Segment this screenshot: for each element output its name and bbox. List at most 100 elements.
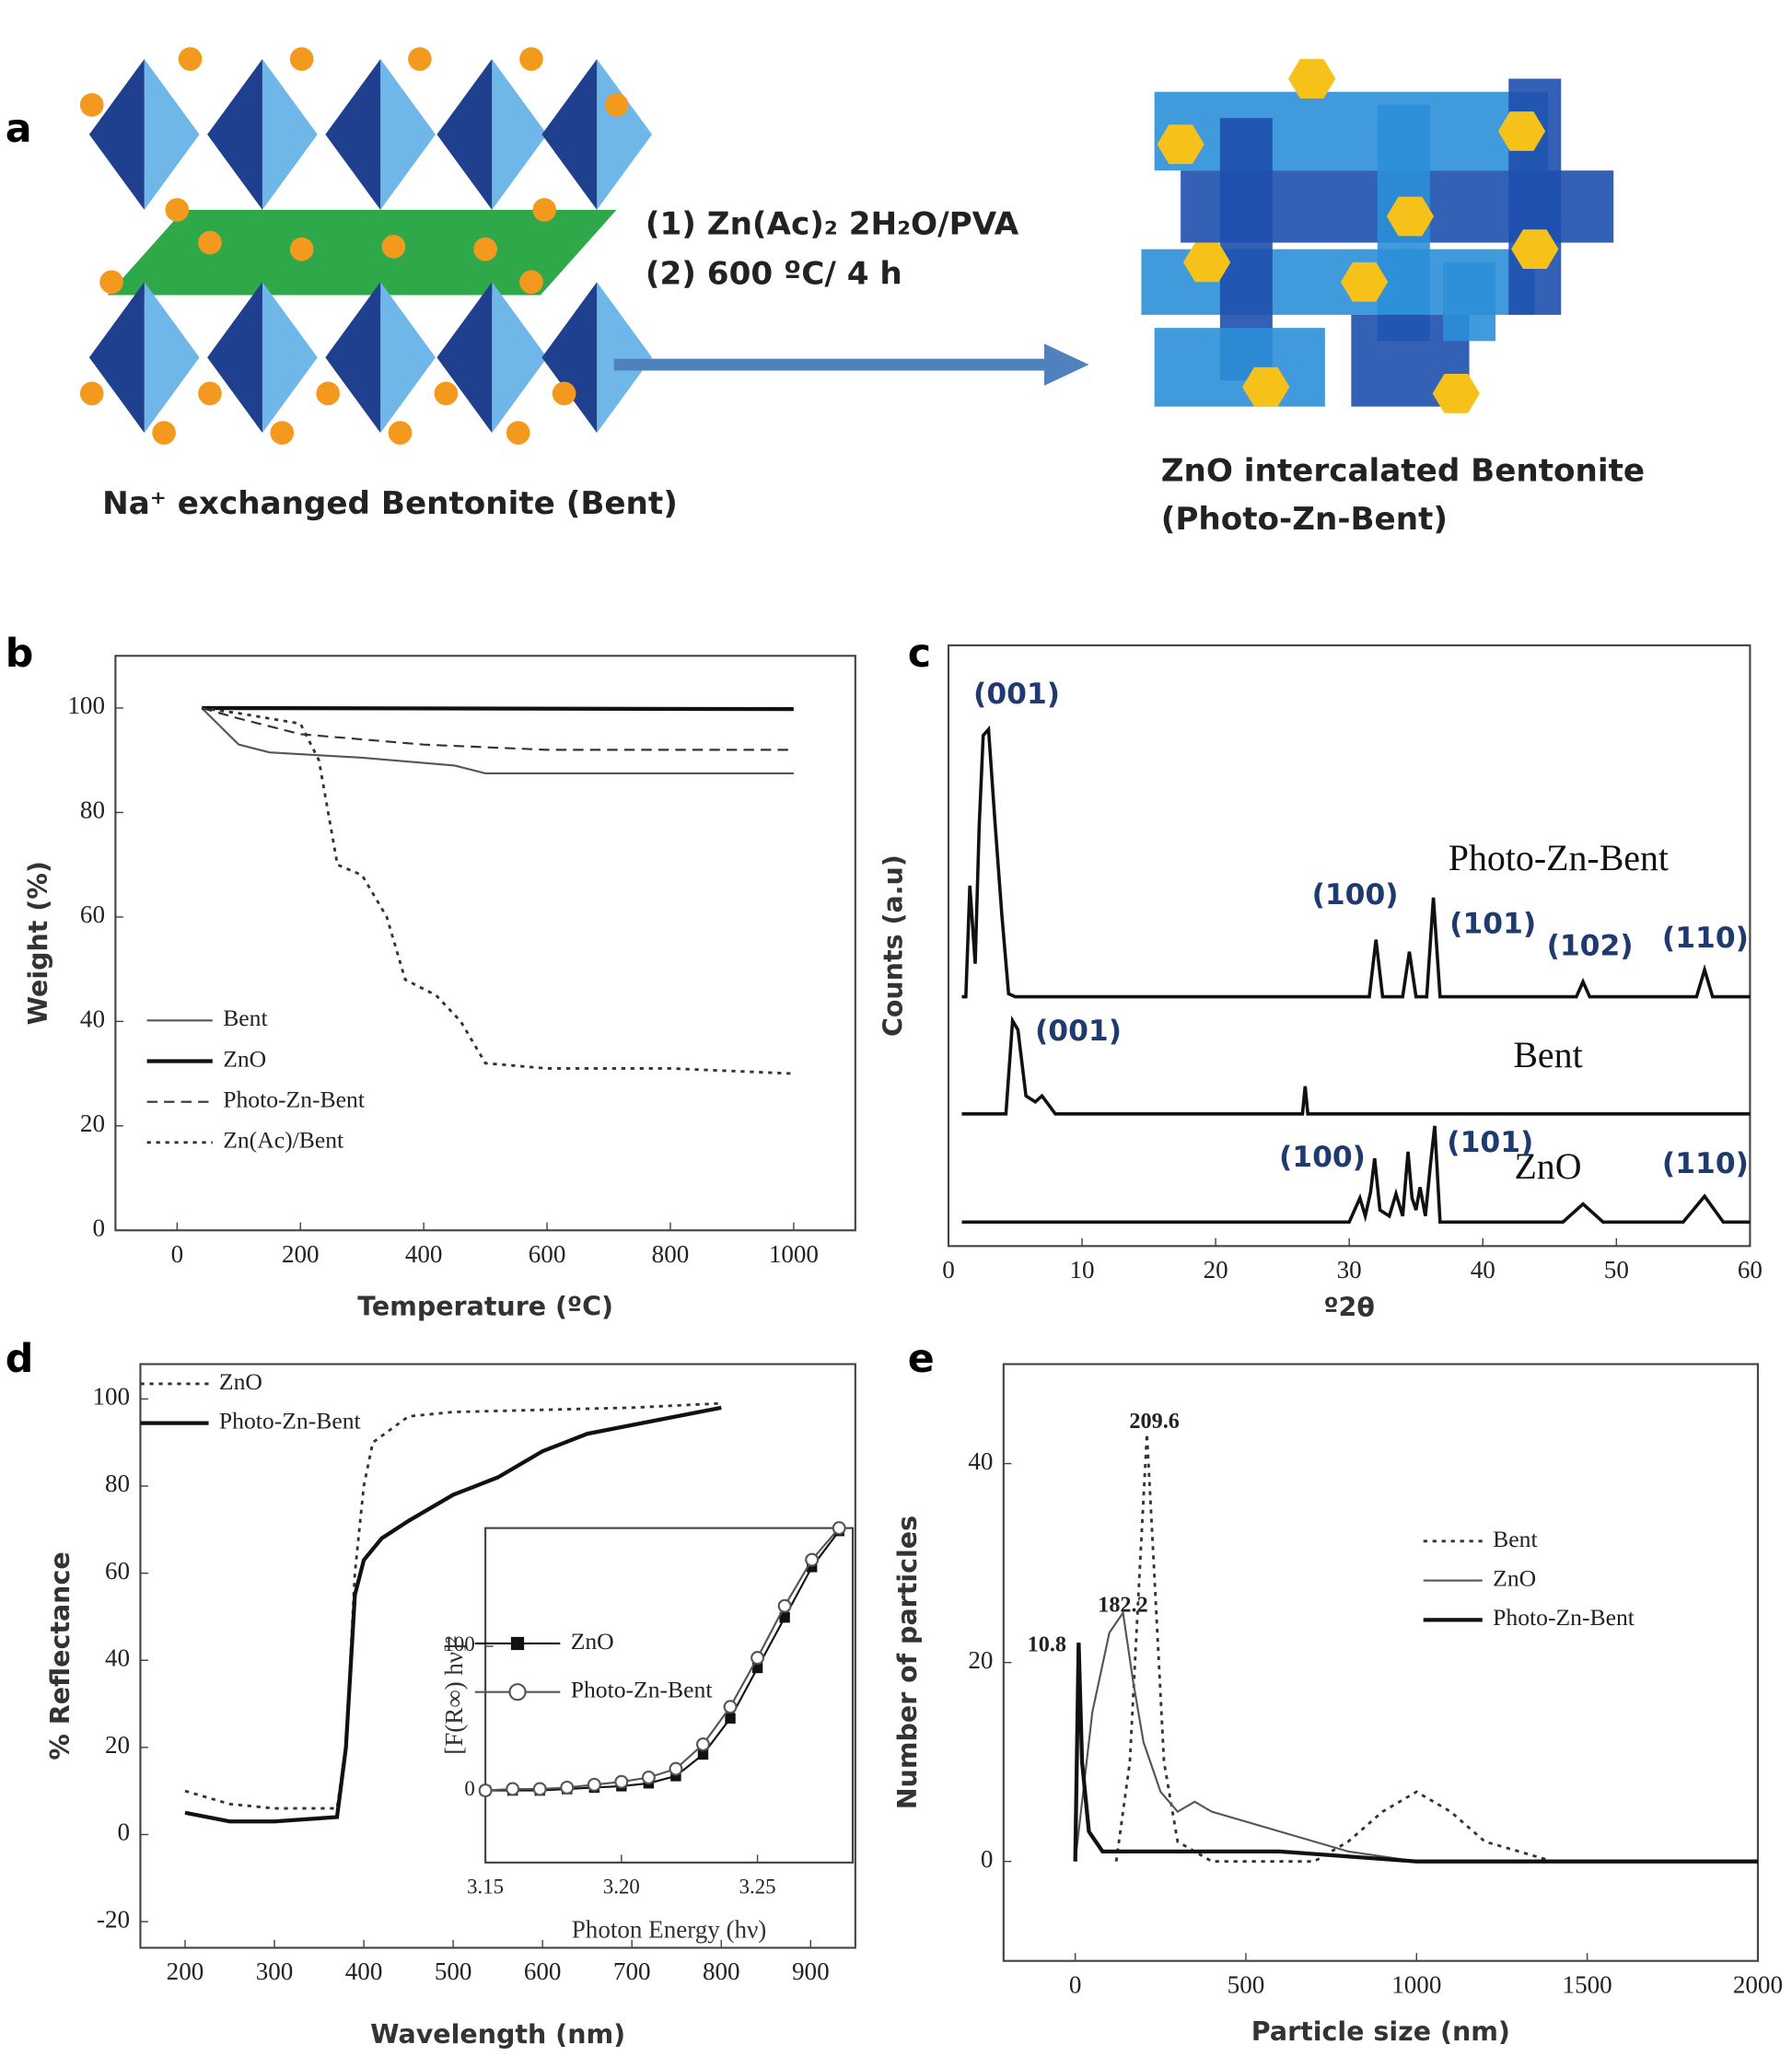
marker	[641, 1771, 656, 1784]
x-tick-label: 10	[1070, 1256, 1095, 1284]
series-line	[201, 706, 794, 751]
tetrahedron	[436, 59, 493, 210]
atom	[473, 237, 497, 261]
series-line	[201, 707, 794, 774]
atom	[388, 421, 413, 445]
panel-label: e	[908, 1336, 935, 1382]
x-tick-label: 3.25	[739, 1876, 776, 1899]
marker	[805, 1552, 820, 1567]
x-tick-label: 200	[167, 1957, 204, 1985]
step-text: (1) Zn(Ac)₂ 2H₂O/PVA	[646, 206, 1019, 243]
zno-crystal	[1340, 261, 1389, 302]
atom	[165, 198, 190, 222]
atom	[408, 47, 432, 71]
annotation: (110)	[1662, 922, 1749, 955]
x-tick-label: 600	[529, 1240, 566, 1268]
x-tick-label: 0	[1069, 1970, 1082, 1998]
annotation: (100)	[1312, 878, 1399, 912]
x-tick-label: 900	[792, 1957, 830, 1985]
zno-crystal	[1242, 366, 1290, 407]
x-tick-label: 2000	[1733, 1970, 1783, 1998]
legend-marker	[510, 1636, 525, 1651]
caption: (Photo-Zn-Bent)	[1161, 501, 1448, 538]
series-line	[961, 725, 1751, 999]
x-axis-label: Wavelength (nm)	[370, 2019, 625, 2050]
tetrahedron	[492, 59, 548, 210]
atom	[289, 237, 314, 261]
x-tick-label: 400	[345, 1957, 383, 1985]
tetrahedron	[207, 282, 262, 434]
annotation: (110)	[1662, 1147, 1749, 1180]
legend-label: Bent	[223, 1005, 267, 1031]
y-tick-label: -20	[97, 1905, 130, 1933]
x-tick-label: 300	[256, 1957, 294, 1985]
x-tick-label: 1000	[1391, 1970, 1441, 1998]
atom	[178, 47, 203, 71]
annotation: (101)	[1447, 1126, 1533, 1159]
y-tick-label: 40	[80, 1005, 105, 1033]
x-tick-label: 200	[282, 1240, 320, 1268]
caption: Na⁺ exchanged Bentonite (Bent)	[102, 485, 678, 522]
series-line	[1074, 1609, 1758, 1863]
arrow-head	[1043, 343, 1089, 386]
y-tick-label: 20	[80, 1109, 105, 1137]
series-label: ZnO	[1514, 1145, 1581, 1187]
y-tick-label: 40	[968, 1447, 993, 1475]
panel-label: b	[6, 631, 34, 677]
block	[1443, 261, 1496, 342]
y-tick-label: 20	[105, 1731, 130, 1759]
marker	[832, 1521, 846, 1536]
panel-label: d	[6, 1336, 34, 1382]
y-axis-label: % Reflectance	[45, 1551, 76, 1760]
marker	[669, 1761, 683, 1776]
y-tick-label: 0	[92, 1214, 105, 1241]
marker	[587, 1777, 601, 1792]
atom	[198, 230, 222, 255]
x-tick-label: 30	[1337, 1256, 1362, 1284]
y-axis-label: Counts (a.u)	[879, 854, 909, 1037]
tetrahedron	[541, 59, 598, 210]
series-line	[961, 1125, 1751, 1225]
legend-label: Photo-Zn-Bent	[223, 1086, 365, 1113]
block	[1154, 91, 1549, 171]
x-tick-label: 1000	[769, 1240, 819, 1268]
atom	[152, 421, 176, 445]
atom	[519, 270, 543, 295]
marker	[506, 1782, 520, 1796]
y-tick-label: 100	[92, 1383, 130, 1411]
x-axis-label: Photon Energy (hν)	[572, 1916, 767, 1944]
tetrahedron	[325, 282, 381, 434]
x-tick-label: 3.20	[603, 1876, 640, 1899]
atom	[198, 381, 222, 406]
series-label: Bent	[1513, 1034, 1582, 1075]
marker	[697, 1748, 709, 1760]
plot-area	[1002, 1363, 1760, 1962]
atom	[434, 381, 459, 406]
legend-label: Photo-Zn-Bent	[571, 1677, 713, 1703]
atom	[532, 198, 557, 222]
zno-crystal	[1511, 229, 1559, 270]
y-axis-label: Number of particles	[892, 1516, 923, 1809]
marker	[478, 1783, 493, 1798]
annotation: (001)	[1035, 1015, 1122, 1048]
legend-label: Zn(Ac)/Bent	[223, 1127, 343, 1154]
x-tick-label: 1500	[1563, 1970, 1612, 1998]
atom	[506, 421, 530, 445]
x-tick-label: 600	[524, 1957, 562, 1985]
marker	[725, 1713, 736, 1724]
tetrahedron	[436, 282, 493, 434]
y-axis-label: [F(R∞) hν]²	[440, 1636, 468, 1755]
x-tick-label: 20	[1204, 1256, 1228, 1284]
x-axis-label: º2θ	[1323, 1293, 1374, 1323]
x-tick-label: 60	[1738, 1256, 1763, 1284]
tetrahedron	[380, 59, 436, 210]
atom	[519, 47, 543, 71]
atom	[289, 47, 314, 71]
zno-crystal	[1157, 124, 1204, 165]
legend-label: ZnO	[1493, 1564, 1536, 1591]
y-tick-label: 60	[105, 1557, 130, 1585]
x-axis-label: Particle size (nm)	[1251, 2016, 1510, 2047]
annotation: (102)	[1547, 930, 1634, 963]
step-text: (2) 600 ºC/ 4 h	[646, 256, 902, 293]
